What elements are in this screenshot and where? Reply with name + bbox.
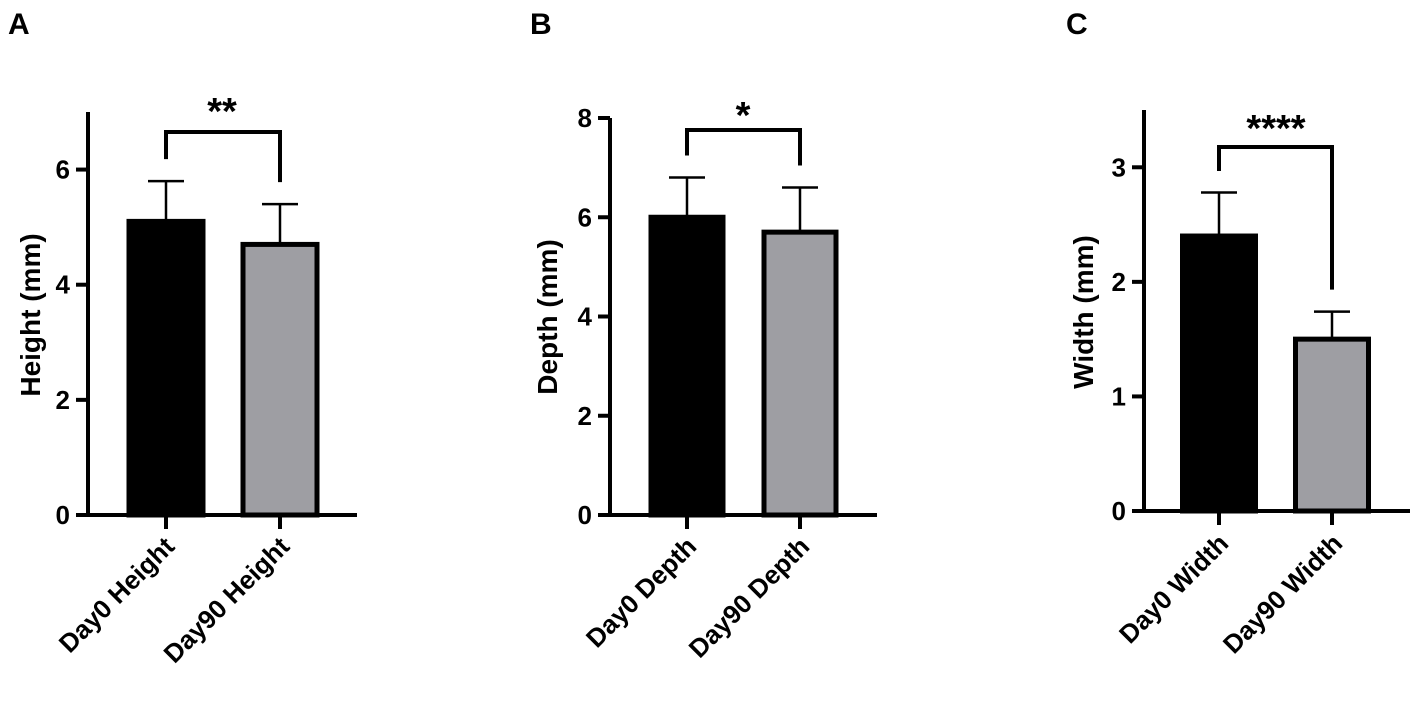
bar bbox=[126, 218, 206, 518]
x-tick-label: Day0 Depth bbox=[580, 531, 702, 653]
y-tick-label: 8 bbox=[578, 103, 592, 133]
x-tick-label: Day0 Height bbox=[53, 531, 181, 659]
panel-b: B Depth (mm) 0 2 4 6 8 * Day0 Depth Day90 De… bbox=[530, 8, 877, 664]
significance-label: **** bbox=[1246, 108, 1305, 150]
y-tick-label: 0 bbox=[1112, 496, 1126, 526]
bar bbox=[1293, 336, 1371, 514]
x-tick-label: Day90 Depth bbox=[683, 531, 816, 664]
y-tick-label: 3 bbox=[1112, 152, 1126, 182]
y-tick-label: 0 bbox=[56, 500, 70, 530]
y-tick-label: 2 bbox=[1112, 267, 1126, 297]
y-tick-label: 4 bbox=[56, 270, 71, 300]
y-tick-label: 0 bbox=[578, 500, 592, 530]
plot-area: 0 1 2 3 bbox=[1112, 110, 1410, 526]
bar bbox=[240, 241, 320, 518]
panel-letter: C bbox=[1066, 8, 1088, 41]
significance-bracket bbox=[1217, 145, 1334, 290]
significance-bracket bbox=[164, 130, 282, 183]
plot-area: 0 2 4 6 bbox=[56, 112, 357, 530]
y-tick-label: 6 bbox=[578, 202, 592, 232]
plot-area: 0 2 4 6 8 bbox=[578, 103, 877, 530]
significance-label: * bbox=[736, 95, 751, 137]
bar bbox=[1180, 233, 1258, 514]
significance-bracket bbox=[685, 128, 802, 166]
y-axis-label: Width (mm) bbox=[1068, 235, 1099, 389]
bar bbox=[648, 214, 726, 518]
y-tick-label: 4 bbox=[578, 302, 593, 332]
y-tick-label: 2 bbox=[578, 401, 592, 431]
significance-label: ** bbox=[207, 91, 237, 133]
panel-letter: A bbox=[8, 8, 30, 41]
panel-c: C Width (mm) 0 1 2 3 **** Day0 Width Day90 … bbox=[1066, 8, 1410, 659]
x-tick-label: Day0 Width bbox=[1113, 528, 1234, 649]
y-axis-label: Height (mm) bbox=[15, 233, 46, 396]
bar bbox=[761, 229, 839, 518]
y-tick-label: 6 bbox=[56, 155, 70, 185]
y-tick-label: 2 bbox=[56, 385, 70, 415]
x-tick-label: Day90 Width bbox=[1217, 528, 1348, 659]
y-tick-label: 1 bbox=[1112, 381, 1126, 411]
panel-letter: B bbox=[530, 8, 552, 41]
y-axis-label: Depth (mm) bbox=[532, 239, 563, 395]
